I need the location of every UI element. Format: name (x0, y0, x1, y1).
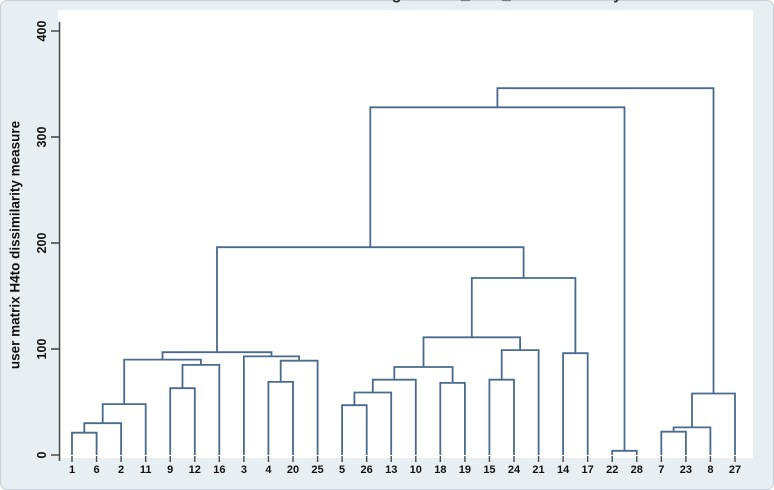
leaf-label: 8 (707, 464, 713, 476)
leaf-label: 24 (508, 464, 521, 476)
leaf-label: 16 (213, 464, 225, 476)
plot-area (58, 10, 753, 458)
y-tick-label: 200 (35, 233, 49, 254)
leaf-label: 9 (167, 464, 173, 476)
dendrogram-links (71, 87, 736, 455)
leaf-label: 1 (69, 464, 75, 476)
leaf-label: 25 (311, 464, 323, 476)
chart-title-clipped: Dendrogram for _clus_1 cluster analysis (336, 0, 645, 3)
y-tick-label: 100 (35, 339, 49, 360)
leaf-label: 2 (118, 464, 124, 476)
leaf-label: 26 (361, 464, 373, 476)
leaf-label: 6 (93, 464, 99, 476)
y-tick-label: 0 (35, 451, 49, 458)
leaf-label: 22 (606, 464, 618, 476)
y-tick-label: 400 (35, 21, 49, 42)
leaf-label: 15 (483, 464, 495, 476)
leaf-label: 27 (729, 464, 741, 476)
leaf-label: 14 (557, 464, 570, 476)
leaf-label: 10 (410, 464, 422, 476)
y-axis-label: user matrix H4to dissimilarity measure (8, 120, 23, 369)
leaf-label: 12 (189, 464, 201, 476)
leaf-label: 13 (385, 464, 397, 476)
y-tick-label: 300 (35, 127, 49, 148)
leaf-label: 17 (582, 464, 594, 476)
leaf-label: 21 (532, 464, 544, 476)
leaf-label: 11 (140, 464, 152, 476)
leaf-label: 7 (658, 464, 664, 476)
leaf-label: 18 (434, 464, 446, 476)
leaf-label: 19 (459, 464, 471, 476)
leaf-label: 3 (241, 464, 247, 476)
leaf-label: 5 (339, 464, 345, 476)
leaf-label: 28 (631, 464, 643, 476)
leaf-label: 23 (680, 464, 692, 476)
leaf-label: 20 (287, 464, 299, 476)
leaf-label: 4 (265, 464, 272, 476)
